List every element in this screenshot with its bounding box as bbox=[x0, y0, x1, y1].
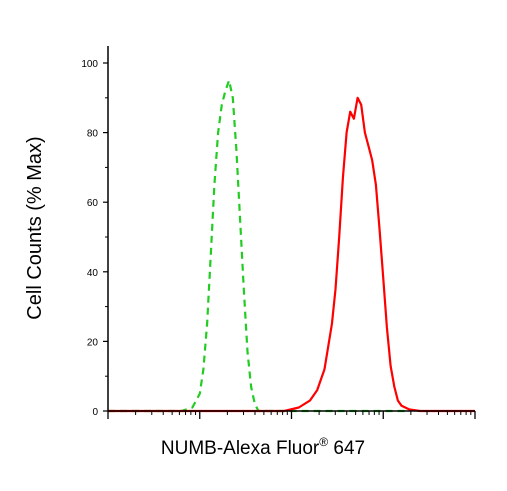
y-axis-ticks: 0 20 40 60 80 100 bbox=[81, 59, 108, 418]
x-axis-title: NUMB-Alexa Fluor® 647 bbox=[161, 435, 365, 459]
x-axis-title-suffix: 647 bbox=[328, 438, 365, 459]
y-axis-title: Cell Counts (% Max) bbox=[24, 136, 46, 319]
y-tick-label: 60 bbox=[87, 198, 99, 209]
y-tick-label: 40 bbox=[87, 268, 99, 279]
y-tick-label: 0 bbox=[92, 407, 98, 418]
x-axis-title-superscript: ® bbox=[319, 435, 328, 449]
x-axis-title-text: NUMB-Alexa Fluor bbox=[161, 438, 320, 459]
y-tick-label: 100 bbox=[81, 59, 98, 70]
x-axis-ticks bbox=[107, 411, 476, 419]
series-line-2 bbox=[108, 96, 475, 413]
y-tick-label: 20 bbox=[87, 337, 99, 348]
y-tick-label: 80 bbox=[87, 129, 99, 140]
plot-lines bbox=[108, 79, 475, 413]
